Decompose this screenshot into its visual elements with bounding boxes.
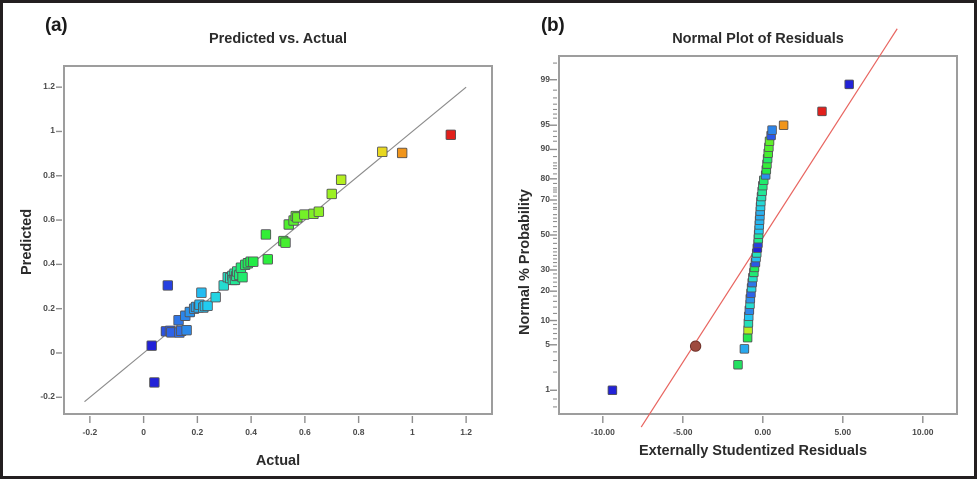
- panel-b-point: [607, 385, 618, 396]
- panel-a-point: [260, 229, 272, 240]
- panel-b-point: [739, 344, 750, 354]
- panel-b-x-tick-neg10p00: -10.00: [590, 427, 615, 437]
- panel-b-x-axis-title: Externally Studentized Residuals: [638, 443, 868, 459]
- panel-b-point: [817, 106, 827, 117]
- panel-a-point: [237, 272, 248, 283]
- panel-a-points: [146, 129, 457, 388]
- panel-a-point: [162, 280, 174, 291]
- panel-b-y-tick-1: 1: [545, 384, 550, 395]
- panel-b-y-axis-title: Normal % Probability: [517, 189, 533, 335]
- panel-b-title: Normal Plot of Residuals: [672, 31, 844, 47]
- panel-b-x-tick-5p00: 5.00: [834, 427, 852, 437]
- panel-a-title: Predicted vs. Actual: [208, 31, 348, 47]
- panel-a-x-tick-0p4: 0.4: [245, 427, 258, 437]
- panel-a-x-tick-0p2: 0.2: [191, 427, 204, 437]
- panel-b-point: [689, 340, 702, 352]
- panel-a-x-tick-1p2: 1.2: [460, 427, 473, 437]
- panel-a-point: [202, 300, 213, 311]
- panel-a-point: [146, 340, 157, 351]
- panel-a-point: [445, 129, 457, 140]
- panel-b-y-tick-90: 90: [540, 143, 550, 154]
- panel-a-point: [248, 256, 259, 267]
- panel-a-point: [377, 146, 388, 158]
- panel-a-x-tick-0p8: 0.8: [352, 427, 365, 437]
- panel-a-data-layer: [56, 86, 467, 423]
- panel-a-y-tick-0p6: 0.6: [43, 214, 55, 225]
- panel-b-y-tick-70: 70: [540, 193, 550, 204]
- panel-b-point: [778, 120, 789, 130]
- panel-a-x-tick-0: 0: [141, 427, 146, 437]
- panel-a-point: [299, 209, 310, 220]
- panel-b-letter: (b): [541, 15, 565, 36]
- panel-a-point: [326, 188, 337, 200]
- panel-a-point: [149, 377, 160, 388]
- panel-a-point: [196, 287, 207, 298]
- panel-b-point: [767, 125, 777, 135]
- panel-a-x-axis-title: Actual: [255, 453, 301, 469]
- panel-a: (a) Predicted vs. Actual Predicted Actua…: [3, 3, 503, 476]
- panel-a-x-tick-neg0p2: -0.2: [82, 427, 98, 437]
- panel-a-y-tick-1: 1: [50, 125, 55, 136]
- panel-b-y-tick-30: 30: [540, 264, 550, 274]
- panel-a-y-tick-0p2: 0.2: [43, 302, 55, 313]
- panel-a-y-tick-1p2: 1.2: [43, 81, 55, 92]
- panel-a-y-tick-0p8: 0.8: [43, 169, 55, 180]
- panel-b-data-layer: [550, 28, 924, 428]
- panel-a-point: [181, 324, 192, 336]
- panel-b-point: [733, 359, 743, 370]
- panel-a-point: [210, 291, 221, 303]
- panel-a-plot-area: [63, 65, 493, 415]
- panel-b-y-tick-20: 20: [540, 285, 550, 296]
- panel-b-points: [607, 79, 854, 396]
- panel-b-y-tick-5: 5: [545, 338, 550, 349]
- panel-a-point: [280, 237, 291, 248]
- panel-a-point: [396, 147, 408, 159]
- panel-a-y-tick-0p4: 0.4: [43, 258, 55, 269]
- panel-a-x-tick-1: 1: [410, 427, 415, 437]
- panel-a-point: [335, 174, 347, 185]
- panel-a-y-tick-neg0p2: -0.2: [40, 391, 55, 402]
- panel-b-y-tick-80: 80: [540, 172, 550, 183]
- panel-a-x-tick-0p6: 0.6: [298, 427, 311, 437]
- panel-b: (b) Normal Plot of Residuals Normal % Pr…: [503, 3, 974, 476]
- panel-a-point: [262, 254, 273, 265]
- panel-b-y-tick-50: 50: [540, 229, 550, 239]
- panel-b-point: [742, 332, 753, 343]
- panel-b-y-tick-95: 95: [540, 119, 550, 130]
- panel-a-letter: (a): [45, 15, 68, 36]
- panel-a-point: [313, 206, 325, 217]
- panel-b-x-tick-10p00: 10.00: [912, 427, 934, 437]
- panel-b-x-tick-neg5p00: -5.00: [673, 427, 693, 437]
- panel-b-y-tick-99: 99: [540, 73, 550, 84]
- panel-a-y-tick-0: 0: [50, 346, 55, 357]
- panel-b-point: [844, 79, 854, 90]
- panel-b-y-tick-10: 10: [540, 314, 550, 325]
- panel-b-x-tick-0p00: 0.00: [754, 427, 772, 437]
